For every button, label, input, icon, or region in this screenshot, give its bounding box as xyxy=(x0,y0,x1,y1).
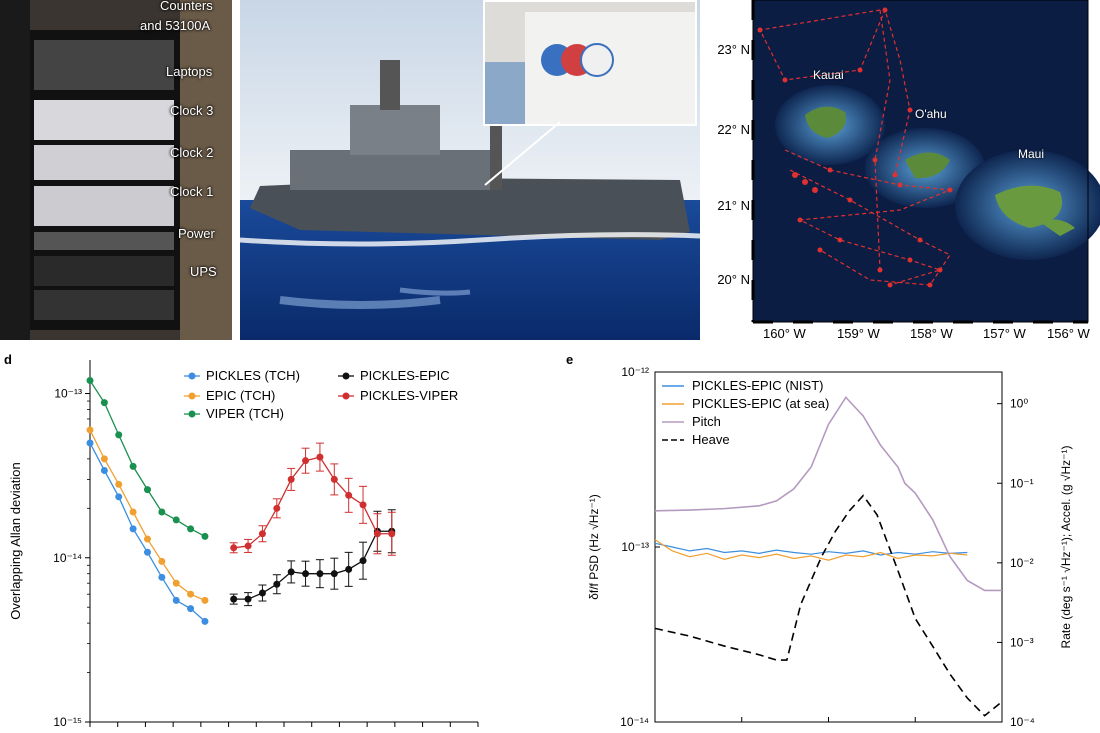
rack-illustration xyxy=(0,0,232,340)
rack-label-clock-1: Clock 1 xyxy=(170,184,214,199)
container-illustration xyxy=(485,2,695,124)
y-tick-label: 10⁻¹³ xyxy=(54,387,82,401)
lon-label-158w: 158° W xyxy=(910,326,953,341)
chart-e-psd: 10⁻¹² 10⁻¹³ 10⁻¹⁴ 10⁰ 10⁻¹ 10⁻² 10⁻³ 10⁻⁴ δf/f P… xyxy=(587,365,1073,729)
ship-track-points xyxy=(757,7,953,288)
panel-c-map: Kauai O'ahu Maui 23° N 22° N 21° N 20° N… xyxy=(700,0,1100,345)
data-point xyxy=(86,426,94,434)
data-point xyxy=(86,377,94,385)
data-point xyxy=(172,579,180,587)
data-point xyxy=(201,617,209,625)
data-point xyxy=(129,462,137,470)
data-point xyxy=(201,596,209,604)
rack-label-laptops: Laptops xyxy=(166,64,213,79)
legend-label: PICKLES-VIPER xyxy=(360,388,458,403)
legend-marker xyxy=(188,410,196,418)
island-maui xyxy=(995,185,1062,228)
panel-b-inset-photo xyxy=(483,0,697,126)
panel-a-rack-photo: Counters and 53100A Laptops Clock 3 Cloc… xyxy=(0,0,232,340)
island-kauai xyxy=(805,106,846,138)
data-point xyxy=(100,455,108,463)
data-point xyxy=(187,590,195,598)
y-tick-label: 10⁻¹⁴ xyxy=(53,551,82,565)
lat-label-21n: 21° N xyxy=(717,198,750,213)
lat-label-22n: 22° N xyxy=(717,122,750,137)
legend-label: PICKLES-EPIC xyxy=(360,368,450,383)
data-point xyxy=(129,525,137,533)
legend-marker xyxy=(188,392,196,400)
legend-label: EPIC (TCH) xyxy=(206,388,275,403)
rack-label-clock-2: Clock 2 xyxy=(170,145,214,160)
data-point xyxy=(115,493,123,501)
lat-label-20n: 20° N xyxy=(717,272,750,287)
map-label-oahu: O'ahu xyxy=(915,107,947,121)
y2-axis-label: Rate (deg s⁻¹ √Hz⁻¹); Accel. (g √Hz⁻¹) xyxy=(1059,446,1073,649)
legend-label: PICKLES (TCH) xyxy=(206,368,300,383)
map-label-maui: Maui xyxy=(1018,147,1045,161)
panel-letter-e: e xyxy=(566,352,574,367)
series-line-1 xyxy=(89,429,206,602)
series-line-4 xyxy=(233,456,392,549)
data-point xyxy=(100,399,108,407)
data-point xyxy=(172,516,180,524)
legend-label: PICKLES-EPIC (NIST) xyxy=(692,378,823,393)
legend-label: Pitch xyxy=(692,414,721,429)
data-point xyxy=(158,557,166,565)
legend-label: PICKLES-EPIC (at sea) xyxy=(692,396,829,411)
y-tick-label: 10⁻¹⁵ xyxy=(53,715,82,729)
data-point xyxy=(86,439,94,447)
panel-letter-d: d xyxy=(4,352,12,367)
map-frame-ticks xyxy=(751,0,1088,324)
y-axis-label: Overlapping Allan deviation xyxy=(8,462,23,620)
lat-label-23n: 23° N xyxy=(717,42,750,57)
y-tick-label: 10⁻¹³ xyxy=(621,540,649,554)
data-point xyxy=(143,548,151,556)
rack-label-counters: Counters xyxy=(160,0,213,13)
y2-tick-label: 10⁰ xyxy=(1010,397,1028,411)
rack-label-clock-3: Clock 3 xyxy=(170,103,214,118)
rack-label-53100a: and 53100A xyxy=(140,18,211,33)
data-point xyxy=(158,508,166,516)
y2-tick-label: 10⁻⁴ xyxy=(1010,715,1035,729)
lon-label-157w: 157° W xyxy=(983,326,1026,341)
data-point xyxy=(201,532,209,540)
legend-label: VIPER (TCH) xyxy=(206,406,284,421)
legend-marker xyxy=(188,372,196,380)
y2-tick-label: 10⁻¹ xyxy=(1010,476,1034,490)
data-point xyxy=(187,605,195,613)
series-line-2 xyxy=(654,396,1002,592)
y2-tick-label: 10⁻³ xyxy=(1010,635,1034,649)
legend-marker xyxy=(342,392,350,400)
series-line-1 xyxy=(654,539,968,561)
data-point xyxy=(100,466,108,474)
data-point xyxy=(187,525,195,533)
data-point xyxy=(158,573,166,581)
series-line-3 xyxy=(233,530,392,600)
ship-track xyxy=(759,8,951,286)
chart-d-allan-deviation: 10⁻¹³ 10⁻¹⁴ 10⁻¹⁵ Overlapping Allan deviati… xyxy=(8,360,479,729)
map-label-kauai: Kauai xyxy=(813,68,844,82)
rack-label-power: Power xyxy=(178,226,215,241)
rack-label-ups: UPS xyxy=(190,264,217,279)
y2-tick-label: 10⁻² xyxy=(1010,556,1034,570)
legend-label: Heave xyxy=(692,432,730,447)
data-point xyxy=(143,486,151,494)
data-point xyxy=(172,596,180,604)
data-point xyxy=(143,535,151,543)
lon-label-156w: 156° W xyxy=(1047,326,1090,341)
island-oahu xyxy=(905,152,950,179)
y-tick-label: 10⁻¹² xyxy=(621,365,649,379)
lon-label-160w: 160° W xyxy=(763,326,806,341)
data-point xyxy=(115,480,123,488)
y-axis-label: δf/f PSD (Hz √Hz⁻¹) xyxy=(587,494,601,600)
series-line-0 xyxy=(654,542,968,556)
lon-label-159w: 159° W xyxy=(837,326,880,341)
map-svg xyxy=(700,0,1100,345)
series-line-3 xyxy=(654,494,1003,717)
y-tick-label: 10⁻¹⁴ xyxy=(620,715,649,729)
data-point xyxy=(129,508,137,516)
data-point xyxy=(115,431,123,439)
legend-marker xyxy=(342,372,350,380)
